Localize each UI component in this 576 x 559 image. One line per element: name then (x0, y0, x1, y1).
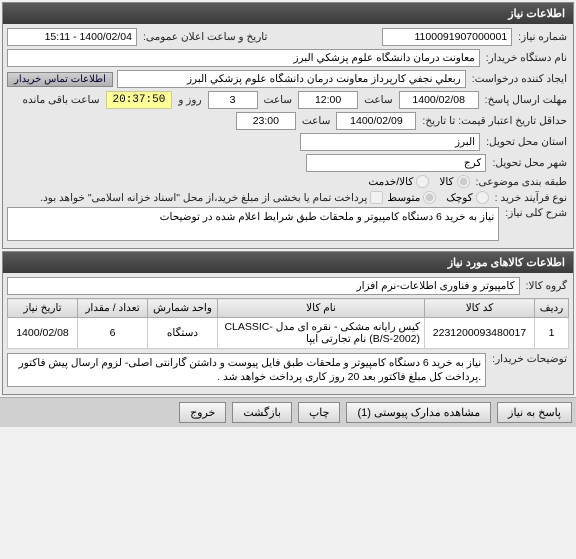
radio-service[interactable]: کالا/خدمت (368, 175, 429, 188)
col-name: نام کالا (218, 299, 425, 318)
desc-field (7, 207, 499, 241)
radio-medium[interactable]: متوسط (387, 191, 436, 204)
credit-date-field (336, 112, 416, 130)
cell-date: 1400/02/08 (8, 318, 78, 349)
radio-kala-label: کالا (439, 176, 453, 188)
radio-service-input (416, 175, 429, 188)
panel-body: شماره نیاز: تاریخ و ساعت اعلان عمومی: نا… (3, 24, 573, 248)
cell-code: 2231200093480017 (425, 318, 535, 349)
payment-checkbox (370, 191, 383, 204)
radio-small[interactable]: کوچک (446, 191, 488, 204)
radio-service-label: کالا/خدمت (368, 176, 413, 188)
deadline-time-field (298, 91, 358, 109)
need-info-panel: اطلاعات نیاز شماره نیاز: تاریخ و ساعت اع… (2, 2, 574, 249)
need-number-label: شماره نیاز: (516, 31, 569, 43)
table-header-row: ردیف کد کالا نام کالا واحد شمارش تعداد /… (8, 299, 569, 318)
panel-header: اطلاعات نیاز (3, 3, 573, 24)
print-button[interactable]: چاپ (298, 402, 341, 423)
desc-label: شرح کلی نیاز: (503, 207, 569, 219)
buy-type-radio-group: کوچک متوسط (387, 191, 488, 204)
attachments-button[interactable]: مشاهده مدارک پیوستی (1) (346, 402, 491, 423)
org-name-field (7, 49, 480, 67)
cell-qty: 6 (78, 318, 148, 349)
col-unit: واحد شمارش (148, 299, 218, 318)
saat-label-2: ساعت (262, 94, 295, 106)
creator-field (117, 70, 466, 88)
payment-note: پرداخت تمام یا بخشی از مبلغ خرید،از محل … (40, 192, 367, 204)
col-date: تاریخ نیاز (8, 299, 78, 318)
cell-n: 1 (535, 318, 569, 349)
group-label: گروه کالا: (524, 280, 569, 292)
public-date-label: تاریخ و ساعت اعلان عمومی: (141, 31, 269, 43)
days-field (208, 91, 258, 109)
items-panel: اطلاعات کالاهای مورد نیاز گروه کالا: ردی… (2, 251, 574, 395)
radio-medium-label: متوسط (387, 192, 420, 204)
city-field (306, 154, 486, 172)
need-number-field (382, 28, 512, 46)
city-label: شهر محل تحویل: (490, 157, 569, 169)
creator-label: ایجاد کننده درخواست: (470, 73, 569, 85)
col-qty: تعداد / مقدار (78, 299, 148, 318)
public-date-field (7, 28, 137, 46)
buyer-contact-link[interactable]: اطلاعات تماس خریدار (7, 72, 113, 87)
credit-label: حداقل تاریخ اعتبار قیمت: تا تاریخ: (420, 115, 569, 127)
countdown-timer: 20:37:50 (106, 91, 173, 109)
back-button[interactable]: بازگشت (232, 402, 292, 423)
radio-small-label: کوچک (446, 192, 472, 204)
deadline-label: مهلت ارسال پاسخ: (483, 94, 569, 106)
items-body: گروه کالا: ردیف کد کالا نام کالا واحد شم… (3, 273, 573, 394)
items-header: اطلاعات کالاهای مورد نیاز (3, 252, 573, 273)
col-code: کد کالا (425, 299, 535, 318)
category-radio-group: کالا کالا/خدمت (368, 175, 469, 188)
table-row[interactable]: 1 2231200093480017 کیس رایانه مشکی - نقر… (8, 318, 569, 349)
deadline-date-field (399, 91, 479, 109)
remain-label: ساعت باقی مانده (20, 94, 101, 106)
items-table: ردیف کد کالا نام کالا واحد شمارش تعداد /… (7, 298, 569, 349)
province-label: استان محل تحویل: (484, 136, 569, 148)
col-row: ردیف (535, 299, 569, 318)
saat-label-1: ساعت (362, 94, 395, 106)
reply-button[interactable]: پاسخ به نیاز (497, 402, 572, 423)
category-label: طبقه بندی موضوعی: (474, 176, 569, 188)
radio-kala[interactable]: کالا (439, 175, 469, 188)
radio-small-input (476, 191, 489, 204)
group-field (7, 277, 520, 295)
rooz-label: روز و (176, 94, 203, 106)
close-button[interactable]: خروج (179, 402, 226, 423)
credit-time-field (236, 112, 296, 130)
payment-check[interactable]: پرداخت تمام یا بخشی از مبلغ خرید،از محل … (40, 191, 383, 204)
cell-unit: دستگاه (148, 318, 218, 349)
button-row: پاسخ به نیاز مشاهده مدارک پیوستی (1) چاپ… (0, 397, 576, 427)
saat-label-3: ساعت (300, 115, 333, 127)
radio-medium-input (423, 191, 436, 204)
province-field (300, 133, 480, 151)
buyer-notes-label: توضیحات خریدار: (490, 353, 569, 365)
cell-name: کیس رایانه مشکی - نقره ای مدل CLASSIC-(B… (218, 318, 425, 349)
buy-type-label: نوع فرآیند خرید : (493, 192, 569, 204)
radio-kala-input (457, 175, 470, 188)
org-name-label: نام دستگاه خریدار: (484, 52, 569, 64)
buyer-notes-field (7, 353, 486, 387)
